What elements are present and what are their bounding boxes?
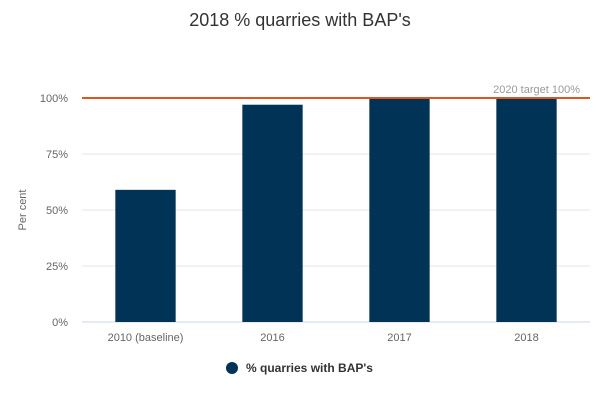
y-axis-title: Per cent [17,190,29,231]
chart-title: 2018 % quarries with BAP's [189,10,411,30]
legend-label: % quarries with BAP's [246,361,373,375]
x-tick-label: 2017 [387,332,411,344]
target-line-group: 2020 target 100% [82,84,590,99]
y-tick-label: 100% [40,93,68,105]
bar[interactable] [242,104,303,322]
y-tick-label: 25% [46,261,68,273]
bar[interactable] [496,98,557,322]
y-tick-label: 50% [46,205,68,217]
bar[interactable] [115,189,176,322]
y-axis-ticks: 0% 25% 50% 75% 100% [40,93,68,329]
legend-marker [226,362,238,374]
y-tick-label: 75% [46,149,68,161]
y-tick-label: 0% [52,317,68,329]
x-tick-label: 2010 (baseline) [108,332,184,344]
bar[interactable] [369,98,430,322]
target-label: 2020 target 100% [493,84,580,96]
x-tick-label: 2018 [514,332,538,344]
legend-item[interactable]: % quarries with BAP's [226,361,373,375]
bars [115,98,557,322]
x-axis-ticks: 2010 (baseline) 2016 2017 2018 [108,332,539,344]
legend[interactable]: % quarries with BAP's [226,361,373,375]
x-tick-label: 2016 [260,332,284,344]
